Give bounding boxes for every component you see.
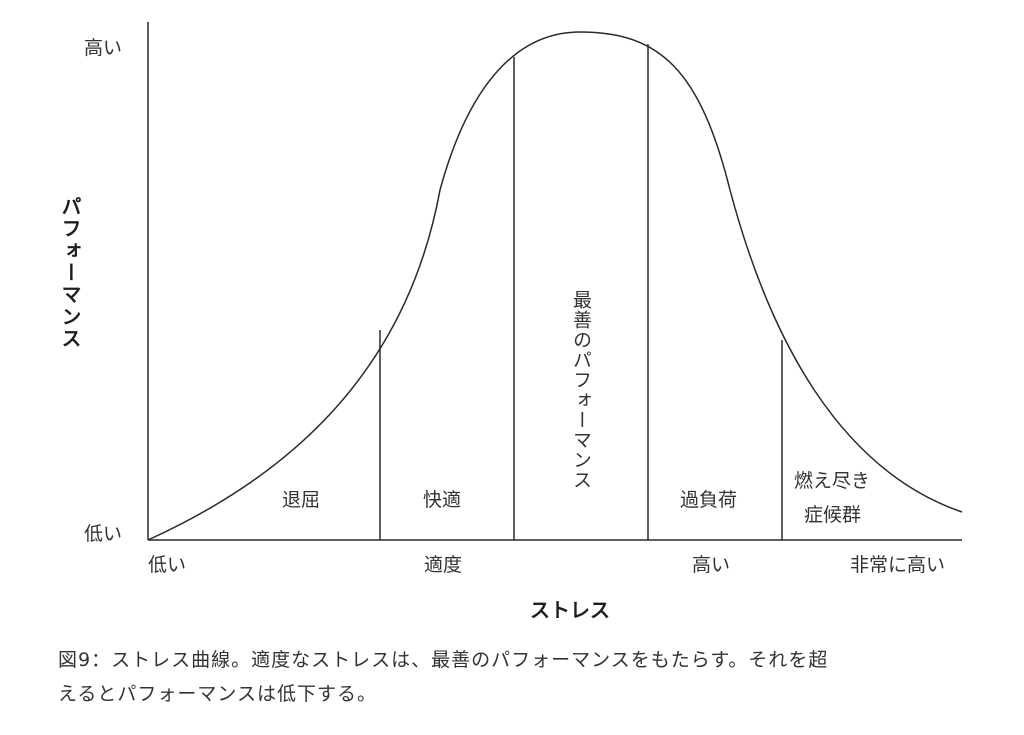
figure-caption-line1: 図9：ストレス曲線。適度なストレスは、最善のパフォーマンスをもたらす。それを超: [58, 649, 829, 671]
y-axis-high-label: 高い: [84, 37, 123, 59]
zone-label-burnout-line1: 燃え尽き: [794, 470, 871, 492]
y-axis-low-label: 低い: [84, 523, 123, 545]
x-axis-tick-high: 高い: [692, 554, 731, 576]
zone-label-best-performance: 最善のパフォーマンス: [570, 290, 592, 490]
performance-curve: [147, 31, 963, 541]
zone-label-overload: 過負荷: [680, 489, 738, 511]
x-axis-tick-low: 低い: [148, 554, 187, 576]
x-axis-tick-very-high: 非常に高い: [850, 554, 946, 576]
figure-caption-line2: えるとパフォーマンスは低下する。: [58, 683, 378, 705]
zone-label-boredom: 退屈: [282, 489, 321, 511]
x-axis-tick-moderate: 適度: [424, 554, 463, 576]
zone-label-burnout-line2: 症候群: [804, 504, 862, 526]
x-axis-title: ストレス: [530, 598, 610, 622]
y-axis-title: パフォーマンス: [58, 196, 82, 350]
zone-label-comfort: 快適: [423, 489, 462, 511]
